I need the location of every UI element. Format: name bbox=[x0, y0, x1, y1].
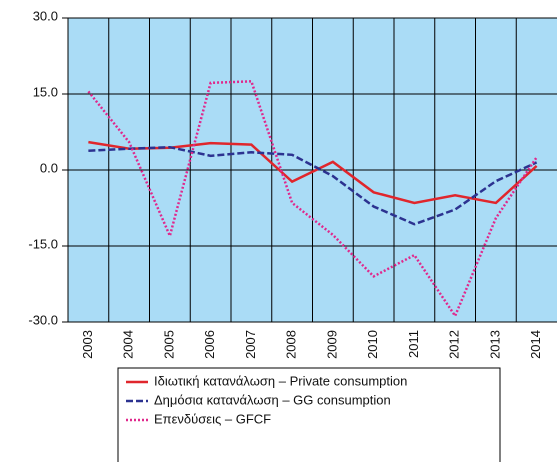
x-tick-label: 2009 bbox=[324, 330, 339, 359]
legend-label: Επενδύσεις – GFCF bbox=[154, 411, 271, 426]
legend-box bbox=[117, 367, 501, 462]
legend-label: Δημόσια κατανάλωση – GG consumption bbox=[154, 392, 391, 407]
x-tick-label: 2010 bbox=[365, 330, 380, 359]
x-tick-label: 2008 bbox=[284, 330, 299, 359]
x-tick-label: 2011 bbox=[406, 330, 421, 358]
x-tick-label: 2003 bbox=[80, 330, 95, 359]
y-tick-label: 0.0 bbox=[40, 160, 58, 175]
x-tick-label: 2005 bbox=[161, 330, 176, 359]
x-tick-label: 2013 bbox=[487, 330, 502, 359]
legend-label: Ιδιωτική κατανάλωση – Private consumptio… bbox=[154, 373, 407, 388]
y-tick-label: -30.0 bbox=[28, 312, 58, 327]
y-tick-label: 30.0 bbox=[33, 8, 58, 23]
line-series bbox=[88, 145, 538, 226]
x-tick-label: 2006 bbox=[202, 330, 217, 359]
x-tick-label: 2004 bbox=[121, 330, 136, 359]
x-tick-label: 2007 bbox=[243, 330, 258, 359]
line-series bbox=[87, 80, 538, 319]
x-tick-label: 2014 bbox=[528, 330, 543, 359]
x-tick-label: 2012 bbox=[447, 330, 462, 359]
y-tick-label: -15.0 bbox=[28, 236, 58, 251]
y-tick-label: 15.0 bbox=[33, 84, 58, 99]
